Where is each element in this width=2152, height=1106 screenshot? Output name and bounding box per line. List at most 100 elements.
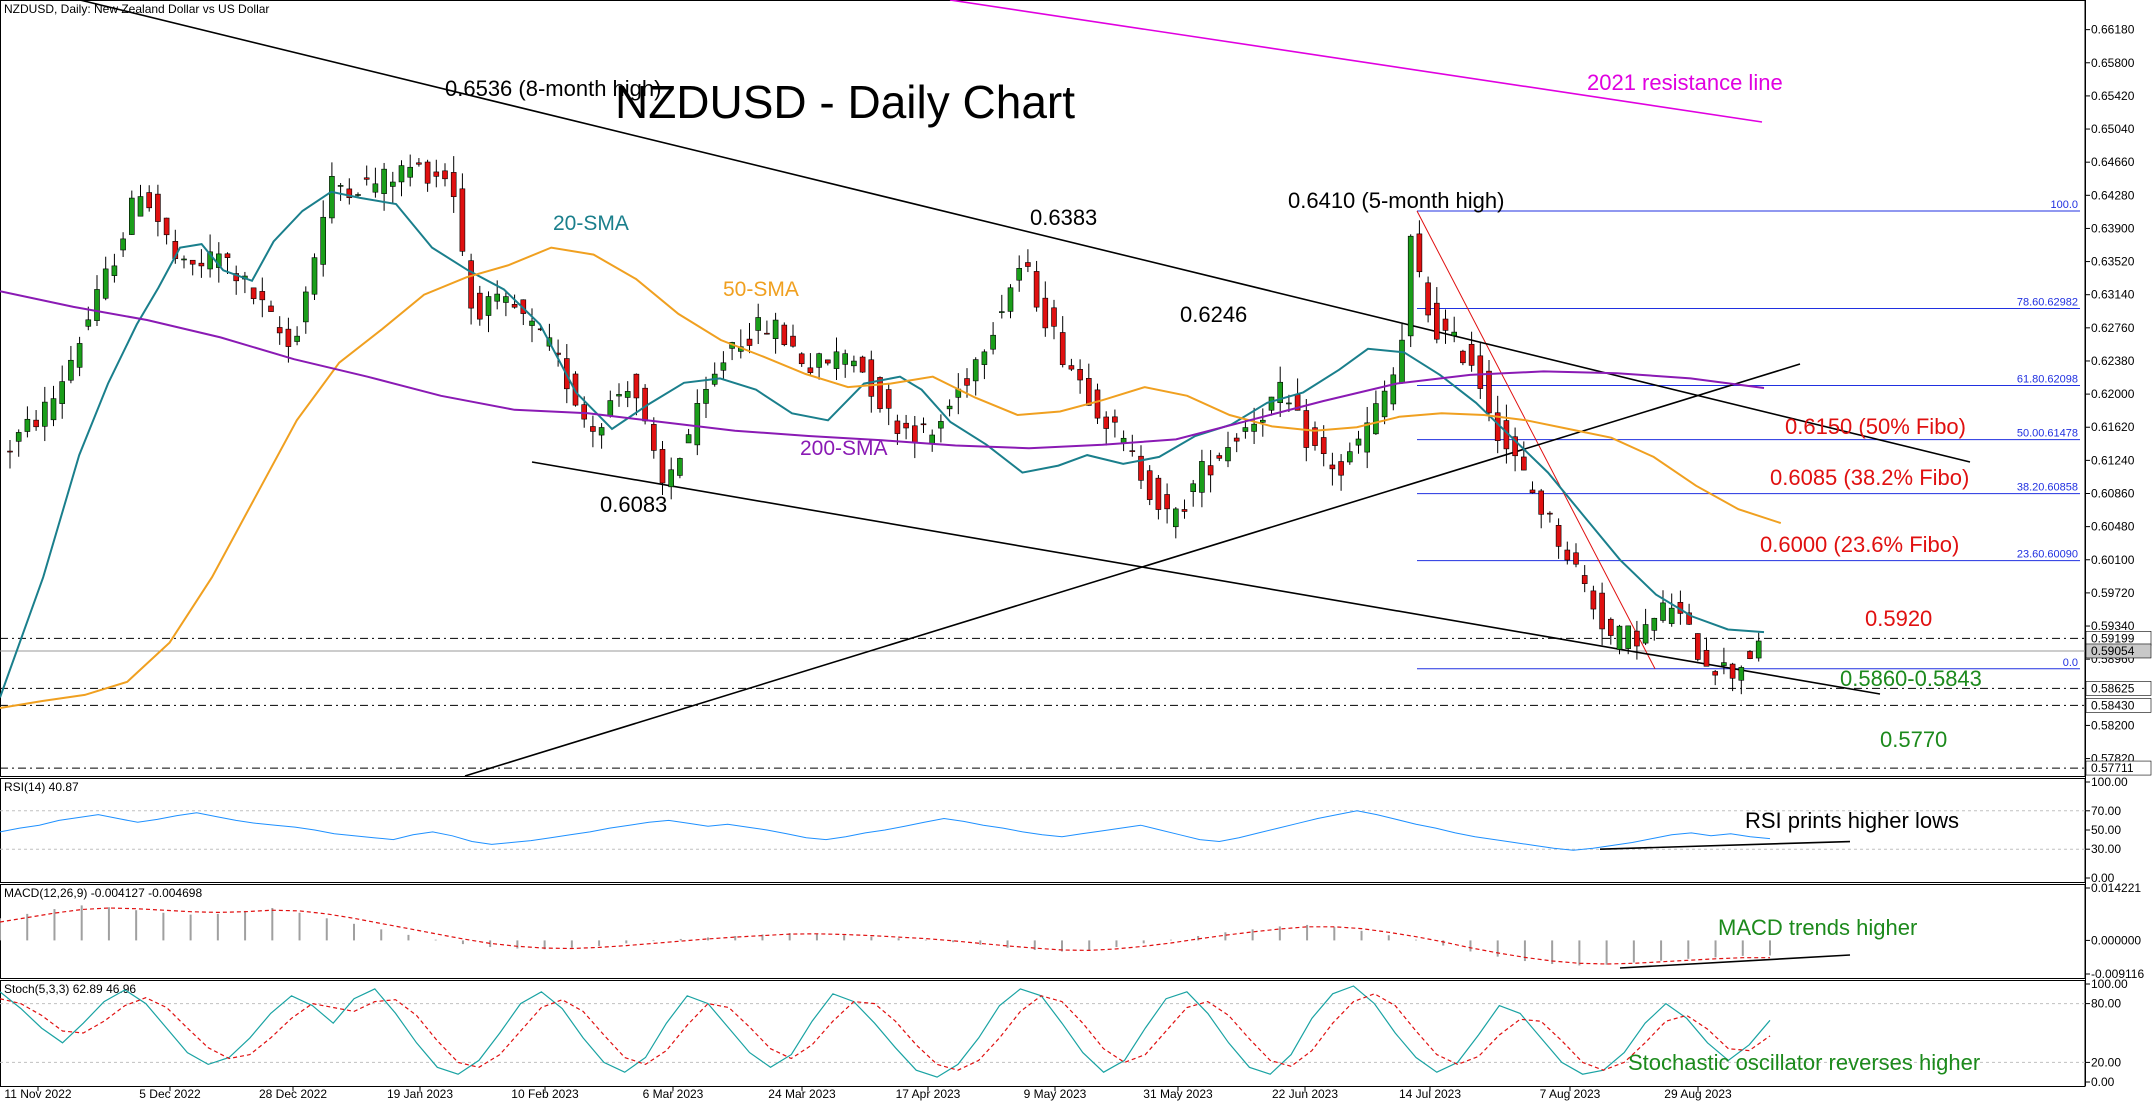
- candle-body: [1260, 419, 1266, 423]
- candle-body: [1686, 612, 1692, 625]
- price-marker-label: 0.58430: [2091, 698, 2135, 712]
- candle-body: [1407, 235, 1414, 337]
- candle-body: [581, 404, 588, 420]
- x-tick-label: 7 Aug 2023: [1540, 1087, 1601, 1101]
- candle-body: [1738, 667, 1745, 681]
- stoch-y-tick-label: 100.00: [2091, 977, 2128, 991]
- chart-annotation: 2021 resistance line: [1587, 70, 1783, 95]
- chart-annotation: 0.5920: [1865, 606, 1932, 631]
- chart-annotation: 0.6000 (23.6% Fibo): [1760, 532, 1959, 557]
- candle-body: [250, 287, 257, 299]
- y-tick-label: 0.60860: [2091, 487, 2135, 501]
- candle-body: [903, 422, 909, 429]
- chart-annotation: 200-SMA: [800, 437, 888, 460]
- chart-annotation: 0.5770: [1880, 727, 1947, 752]
- candle-body: [798, 353, 805, 365]
- candle-body: [1338, 461, 1344, 476]
- candle-body: [816, 353, 822, 368]
- candle-body: [1642, 624, 1649, 644]
- candle-body: [894, 420, 901, 434]
- candle-body: [998, 311, 1005, 313]
- candle-body: [189, 259, 196, 265]
- candle-body: [624, 391, 631, 398]
- candle-body: [1103, 416, 1109, 429]
- y-tick-label: 0.62000: [2091, 387, 2135, 401]
- candle-body: [224, 253, 231, 258]
- chart-annotation: 0.6410 (5-month high): [1288, 188, 1504, 213]
- candle-body: [1033, 271, 1040, 308]
- y-tick-label: 0.65420: [2091, 89, 2135, 103]
- macd-y-tick-label: -0.009116: [2091, 967, 2144, 981]
- x-tick-label: 17 Apr 2023: [896, 1087, 961, 1101]
- chart-annotation: 0.5860-0.5843: [1840, 666, 1982, 691]
- chart-annotation: 50-SMA: [723, 278, 799, 301]
- candle-body: [363, 177, 370, 180]
- y-tick-label: 0.66180: [2091, 23, 2135, 37]
- chart-annotation: 0.6085 (38.2% Fibo): [1770, 465, 1969, 490]
- candle-body: [1634, 630, 1640, 647]
- candle-body: [1042, 297, 1049, 329]
- candle-body: [590, 426, 596, 432]
- candle-body: [181, 258, 187, 261]
- candle-body: [163, 217, 170, 236]
- price-marker-box: [2085, 643, 2152, 659]
- candle-body: [1416, 233, 1423, 273]
- x-tick-label: 10 Feb 2023: [511, 1087, 579, 1101]
- rsi-header: RSI(14) 40.87: [4, 780, 79, 794]
- candle-body: [868, 359, 875, 397]
- y-tick-label: 0.59340: [2091, 619, 2135, 633]
- candle-body: [720, 362, 727, 371]
- x-tick-label: 6 Mar 2023: [643, 1087, 704, 1101]
- candle-body: [1547, 512, 1553, 515]
- candle-body: [1233, 437, 1240, 442]
- candle-body: [15, 432, 22, 442]
- candle-body: [1277, 381, 1283, 404]
- x-tick-label: 29 Aug 2023: [1664, 1087, 1732, 1101]
- candle-body: [41, 401, 48, 427]
- candle-body: [33, 419, 39, 428]
- candle-body: [920, 423, 927, 426]
- rsi-y-tick-label: 30.00: [2091, 842, 2121, 856]
- candle-body: [146, 192, 152, 209]
- rsi-y-tick-label: 50.00: [2091, 823, 2121, 837]
- rsi-y-tick-label: 0.00: [2091, 871, 2115, 885]
- y-tick-label: 0.65800: [2091, 56, 2135, 70]
- candle-body: [1173, 508, 1179, 528]
- candle-body: [1529, 489, 1536, 494]
- fibo-level-label: 61.80.62098: [2017, 374, 2078, 386]
- candle-body: [685, 434, 692, 444]
- chart-title: NZDUSD - Daily Chart: [615, 76, 1075, 128]
- candle-body: [1695, 633, 1701, 660]
- candle-body: [407, 166, 414, 178]
- y-tick-label: 0.64280: [2091, 188, 2135, 202]
- resistance-2021-line: [949, 0, 1763, 123]
- candle-body: [94, 289, 100, 321]
- y-tick-label: 0.65040: [2091, 122, 2135, 136]
- candle-body: [833, 351, 840, 369]
- rsi-higher-lows-trendline: [1599, 840, 1851, 850]
- candle-body: [1059, 332, 1066, 365]
- candle-body: [1512, 436, 1518, 457]
- fibo-level-label: 78.60.62982: [2017, 296, 2078, 308]
- candle-body: [1373, 403, 1379, 435]
- x-tick-label: 19 Jan 2023: [387, 1087, 453, 1101]
- candle-body: [616, 394, 622, 397]
- candle-body: [468, 260, 474, 309]
- macd-trendline: [1619, 954, 1851, 969]
- candle-body: [790, 335, 796, 347]
- candle-body: [981, 351, 988, 365]
- candle-body: [1538, 490, 1544, 515]
- candle-body: [450, 172, 457, 198]
- candle-body: [1555, 525, 1562, 547]
- candle-body: [198, 262, 205, 267]
- y-tick-label: 0.63520: [2091, 255, 2135, 269]
- chart-annotation: 0.6536 (8-month high): [445, 76, 661, 101]
- candle-body: [659, 449, 666, 484]
- candle-body: [85, 319, 92, 327]
- candle-body: [1434, 302, 1440, 340]
- candle-body: [1155, 477, 1162, 510]
- candle-body: [990, 334, 996, 350]
- candle-body: [476, 292, 483, 320]
- rsi-y-tick-label: 100.00: [2091, 775, 2128, 789]
- macd-y-tick-label: 0.000000: [2091, 933, 2141, 947]
